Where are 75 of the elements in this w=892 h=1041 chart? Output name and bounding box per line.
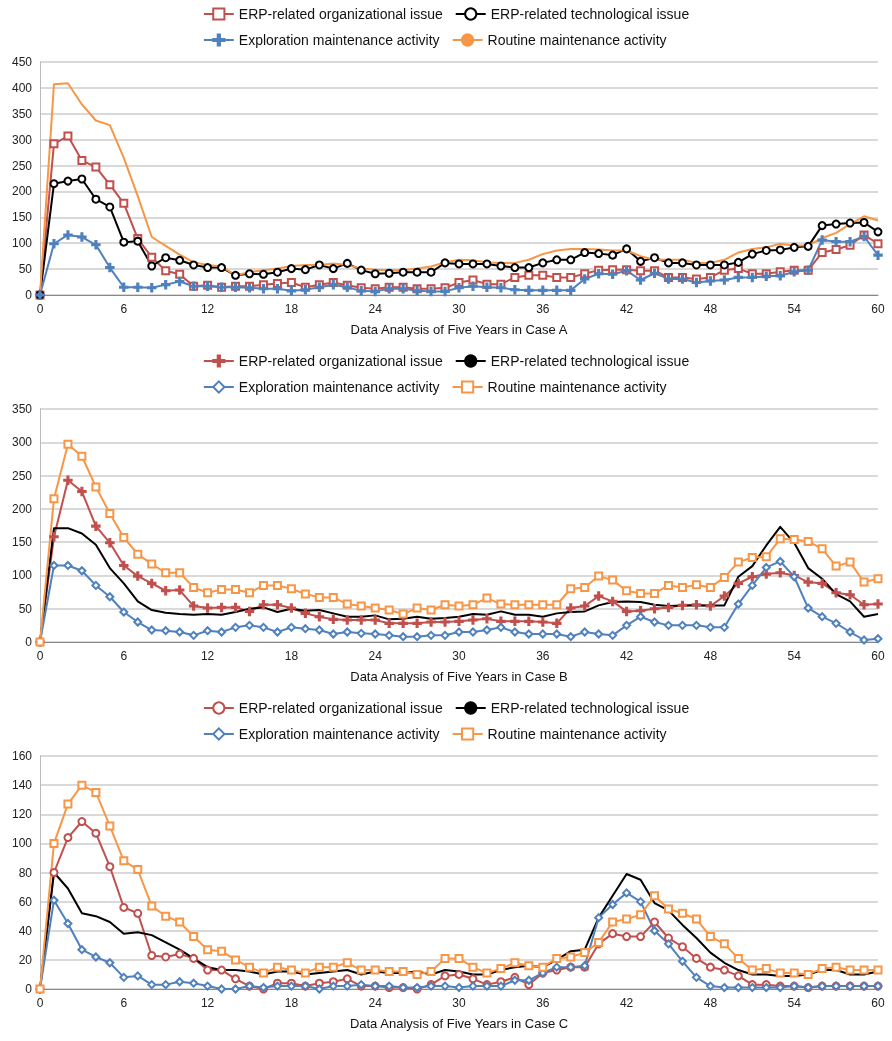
- y-tick-label: 20: [18, 952, 33, 967]
- x-tick-label: 18: [284, 996, 299, 1010]
- x-tick-label: 24: [368, 302, 383, 316]
- x-tick-label: 12: [200, 302, 215, 316]
- x-tick-label: 54: [787, 302, 802, 316]
- legend-label: ERP-related organizational issue: [238, 353, 443, 369]
- legend-label: Routine maintenance activity: [487, 726, 667, 742]
- y-tick-label: 250: [11, 468, 33, 483]
- x-tick-label: 36: [536, 649, 550, 663]
- x-tick-label: 18: [284, 302, 299, 316]
- y-tick-label: 50: [18, 262, 33, 277]
- legend-label: ERP-related technological issue: [490, 700, 690, 716]
- x-tick-label: 24: [368, 996, 383, 1010]
- y-tick-label: 100: [11, 836, 33, 851]
- x-tick-label: 36: [536, 996, 550, 1010]
- legend-label: Exploration maintenance activity: [238, 379, 440, 395]
- y-tick-label: 200: [11, 184, 33, 199]
- x-tick-label: 36: [536, 302, 550, 316]
- x-tick-label: 48: [703, 996, 718, 1010]
- legend-label: ERP-related technological issue: [490, 353, 690, 369]
- x-tick-label: 60: [871, 996, 885, 1010]
- y-tick-label: 140: [11, 778, 33, 793]
- y-tick-label: 160: [11, 749, 33, 763]
- x-tick-label: 54: [787, 996, 802, 1010]
- y-tick-label: 150: [11, 535, 33, 550]
- x-tick-label: 48: [703, 649, 718, 663]
- y-tick-label: 250: [11, 158, 33, 173]
- x-tick-label: 30: [452, 649, 466, 663]
- y-tick-label: 350: [11, 106, 33, 121]
- x-tick-label: 6: [120, 302, 128, 316]
- x-tick-label: 60: [871, 649, 885, 663]
- legend-label: Routine maintenance activity: [487, 379, 667, 395]
- y-tick-label: 300: [11, 132, 33, 147]
- y-tick-label: 100: [11, 568, 33, 583]
- x-tick-label: 30: [452, 996, 466, 1010]
- legend-label: ERP-related technological issue: [490, 6, 690, 22]
- y-tick-label: 40: [18, 923, 33, 938]
- y-tick-label: 0: [25, 635, 33, 649]
- x-tick-label: 54: [787, 649, 802, 663]
- y-tick-label: 60: [18, 894, 33, 909]
- x-tick-label: 6: [120, 649, 128, 663]
- x-tick-label: 0: [36, 649, 44, 663]
- legend-label: ERP-related organizational issue: [238, 6, 443, 22]
- x-tick-label: 18: [284, 649, 299, 663]
- x-tick-label: 0: [36, 996, 44, 1010]
- x-tick-label: 6: [120, 996, 128, 1010]
- x-tick-label: 42: [619, 302, 634, 316]
- legend-label: Routine maintenance activity: [487, 32, 667, 48]
- y-tick-label: 80: [18, 865, 33, 880]
- y-tick-label: 450: [11, 55, 33, 69]
- x-tick-label: 30: [452, 302, 466, 316]
- legend-label: Exploration maintenance activity: [238, 726, 440, 742]
- x-tick-label: 0: [36, 302, 44, 316]
- x-tick-label: 12: [200, 649, 215, 663]
- y-tick-label: 100: [11, 236, 33, 251]
- x-tick-label: 42: [619, 996, 634, 1010]
- y-tick-label: 200: [11, 501, 33, 516]
- y-tick-label: 0: [25, 982, 33, 996]
- x-tick-label: 60: [871, 302, 885, 316]
- y-tick-label: 0: [25, 288, 33, 302]
- legend-label: ERP-related organizational issue: [238, 700, 443, 716]
- y-tick-label: 350: [11, 402, 33, 416]
- y-tick-label: 50: [18, 601, 33, 616]
- x-tick-label: 42: [619, 649, 634, 663]
- y-tick-label: 150: [11, 210, 33, 225]
- y-tick-label: 120: [11, 807, 33, 822]
- x-tick-label: 48: [703, 302, 718, 316]
- legend-label: Exploration maintenance activity: [238, 32, 440, 48]
- x-tick-label: 24: [368, 649, 383, 663]
- x-axis-title: Data Analysis of Five Years in Case B: [350, 669, 568, 684]
- y-tick-label: 400: [11, 80, 33, 95]
- y-tick-label: 300: [11, 435, 33, 450]
- x-axis-title: Data Analysis of Five Years in Case A: [350, 322, 568, 337]
- x-axis-title: Data Analysis of Five Years in Case C: [349, 1016, 569, 1031]
- x-tick-label: 12: [200, 996, 215, 1010]
